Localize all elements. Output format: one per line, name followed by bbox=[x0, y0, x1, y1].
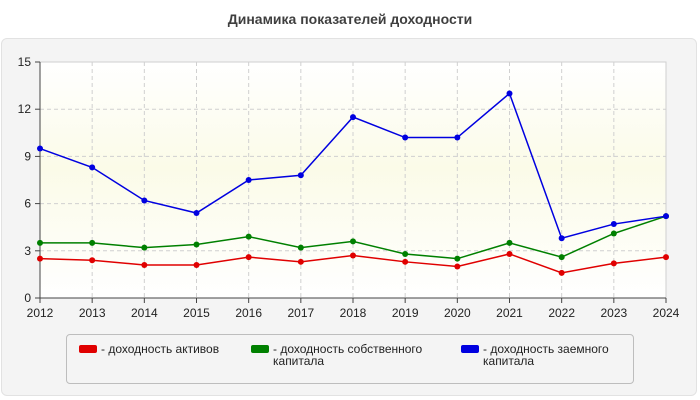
legend-label-assets: - доходность активов bbox=[101, 342, 220, 356]
y-tick-label: 12 bbox=[18, 102, 32, 116]
legend-swatch-equity bbox=[251, 345, 269, 353]
x-tick-label: 2021 bbox=[496, 306, 523, 320]
data-point-2 bbox=[37, 145, 43, 152]
data-point-0 bbox=[297, 258, 304, 265]
data-point-1 bbox=[402, 250, 409, 257]
chart-title: Динамика показателей доходности bbox=[227, 11, 473, 27]
y-tick-label: 3 bbox=[24, 244, 31, 258]
data-point-0 bbox=[663, 254, 669, 261]
data-point-0 bbox=[402, 258, 409, 265]
x-tick-label: 2020 bbox=[444, 306, 471, 320]
legend-item-assets: - доходность активов bbox=[79, 343, 271, 355]
series-group bbox=[37, 90, 669, 276]
data-point-1 bbox=[89, 239, 96, 246]
data-point-1 bbox=[37, 239, 43, 246]
data-point-1 bbox=[506, 239, 513, 246]
x-tick-label: 2013 bbox=[79, 306, 106, 320]
x-tick-label: 2024 bbox=[653, 306, 680, 320]
data-point-0 bbox=[89, 257, 96, 264]
data-point-2 bbox=[141, 197, 148, 204]
data-point-0 bbox=[193, 261, 200, 268]
legend-label-debt: - доходность заемного капитала bbox=[483, 342, 609, 368]
data-point-2 bbox=[454, 134, 461, 141]
legend-swatch-debt bbox=[461, 345, 479, 353]
data-point-0 bbox=[454, 263, 461, 270]
data-point-1 bbox=[350, 238, 356, 245]
legend-label-equity: - доходность собственного капитала bbox=[273, 342, 423, 368]
x-tick-label: 2022 bbox=[548, 306, 575, 320]
data-point-0 bbox=[350, 252, 356, 259]
x-tick-label: 2016 bbox=[235, 306, 262, 320]
legend-item-equity: - доходность собственного капитала bbox=[251, 343, 443, 367]
data-point-1 bbox=[297, 244, 304, 251]
legend-item-debt: - доходность заемного капитала bbox=[461, 343, 653, 367]
data-point-2 bbox=[402, 134, 409, 141]
x-tick-label: 2019 bbox=[392, 306, 419, 320]
data-point-0 bbox=[506, 250, 513, 257]
legend: - доходность активов - доходность собств… bbox=[66, 334, 634, 384]
data-point-1 bbox=[558, 254, 565, 261]
data-point-2 bbox=[297, 172, 304, 179]
data-point-1 bbox=[245, 233, 252, 240]
y-tick-label: 15 bbox=[18, 55, 32, 69]
data-point-0 bbox=[37, 255, 43, 262]
x-tick-label: 2012 bbox=[27, 306, 54, 320]
x-tick-label: 2014 bbox=[131, 306, 158, 320]
data-point-2 bbox=[350, 114, 356, 121]
tick-labels: 0 3 6 9 12 15 2012 2013 2014 2015 2016 2017 2018 2019… bbox=[18, 55, 680, 320]
data-point-0 bbox=[245, 254, 252, 261]
data-point-2 bbox=[610, 221, 617, 228]
y-tick-label: 9 bbox=[24, 149, 31, 163]
x-tick-label: 2023 bbox=[600, 306, 627, 320]
data-point-2 bbox=[245, 177, 252, 183]
x-tick-label: 2015 bbox=[183, 306, 210, 320]
axes bbox=[35, 61, 667, 303]
data-point-1 bbox=[610, 230, 617, 237]
data-point-2 bbox=[558, 235, 565, 242]
data-point-2 bbox=[663, 213, 669, 220]
data-point-1 bbox=[141, 244, 148, 251]
data-point-2 bbox=[89, 164, 96, 171]
legend-swatch-assets bbox=[79, 345, 97, 353]
data-point-0 bbox=[558, 269, 565, 276]
data-point-2 bbox=[506, 90, 513, 97]
data-point-2 bbox=[193, 210, 200, 217]
data-point-1 bbox=[193, 241, 200, 248]
x-tick-label: 2017 bbox=[287, 306, 314, 320]
data-point-0 bbox=[141, 261, 148, 268]
x-tick-label: 2018 bbox=[340, 306, 367, 320]
y-tick-label: 6 bbox=[24, 197, 31, 211]
data-point-1 bbox=[454, 255, 461, 262]
data-point-0 bbox=[610, 260, 617, 267]
y-tick-label: 0 bbox=[24, 291, 31, 305]
